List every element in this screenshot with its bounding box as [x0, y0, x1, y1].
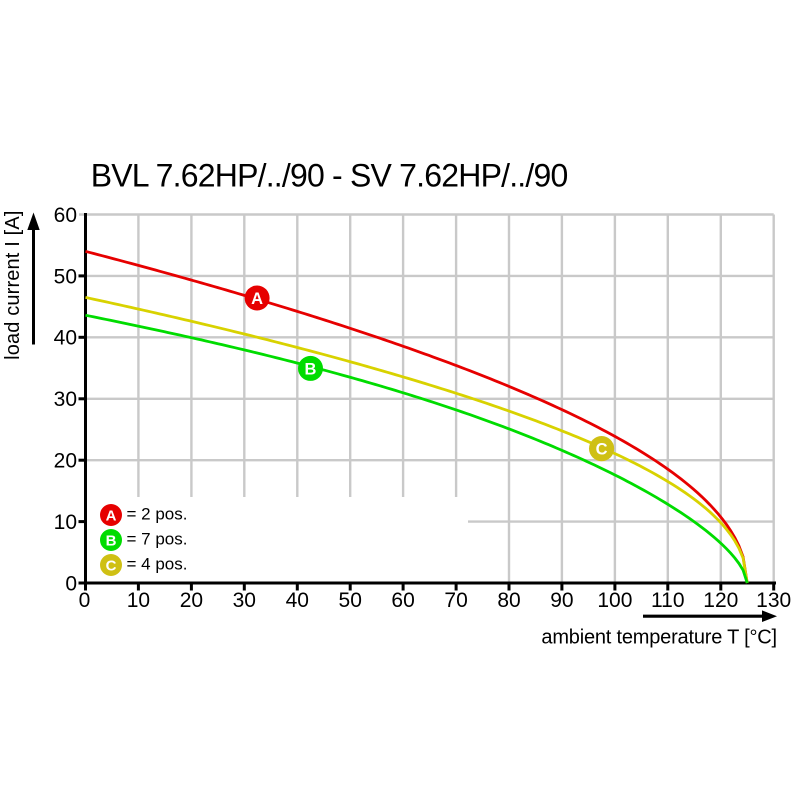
- svg-text:= 7 pos.: = 7 pos.: [127, 530, 188, 549]
- svg-text:load current I [A]: load current I [A]: [2, 210, 24, 359]
- svg-text:30: 30: [54, 388, 77, 411]
- svg-text:70: 70: [444, 589, 467, 612]
- svg-text:A: A: [251, 290, 263, 308]
- svg-text:= 4 pos.: = 4 pos.: [127, 555, 188, 574]
- svg-text:20: 20: [54, 450, 77, 473]
- svg-text:= 2 pos.: = 2 pos.: [127, 505, 188, 524]
- svg-text:A: A: [106, 507, 117, 524]
- svg-text:B: B: [305, 360, 317, 378]
- svg-text:50: 50: [339, 589, 362, 612]
- svg-text:B: B: [106, 532, 117, 549]
- svg-text:100: 100: [597, 589, 632, 612]
- svg-text:10: 10: [54, 511, 77, 534]
- svg-text:10: 10: [127, 589, 150, 612]
- svg-text:ambient temperature T [°C]: ambient temperature T [°C]: [541, 627, 777, 649]
- svg-text:60: 60: [391, 589, 414, 612]
- svg-text:80: 80: [497, 589, 520, 612]
- svg-text:30: 30: [233, 589, 256, 612]
- svg-text:C: C: [596, 441, 608, 459]
- svg-text:60: 60: [54, 204, 77, 227]
- svg-text:110: 110: [651, 589, 684, 612]
- svg-text:20: 20: [180, 589, 203, 612]
- svg-text:50: 50: [54, 265, 77, 288]
- svg-text:0: 0: [79, 589, 91, 612]
- svg-text:0: 0: [65, 572, 77, 595]
- svg-text:120: 120: [703, 589, 738, 612]
- svg-text:40: 40: [54, 327, 77, 350]
- svg-text:BVL 7.62HP/../90 - SV 7.62HP/.: BVL 7.62HP/../90 - SV 7.62HP/../90: [91, 158, 568, 194]
- svg-text:40: 40: [286, 589, 309, 612]
- svg-text:90: 90: [550, 589, 573, 612]
- svg-text:C: C: [106, 557, 117, 574]
- svg-text:130: 130: [756, 589, 791, 612]
